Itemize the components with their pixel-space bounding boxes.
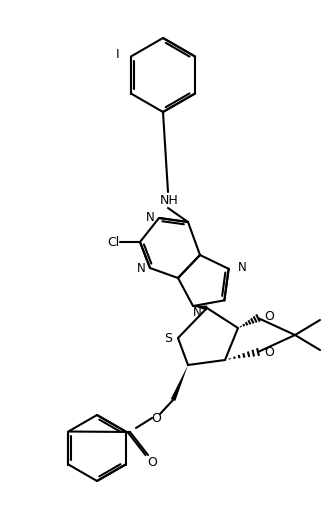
Text: N: N	[137, 263, 145, 275]
Text: O: O	[151, 412, 161, 424]
Text: N: N	[238, 261, 246, 274]
Polygon shape	[171, 365, 188, 401]
Polygon shape	[193, 306, 208, 310]
Text: N: N	[146, 210, 154, 224]
Text: Cl: Cl	[107, 235, 119, 248]
Text: O: O	[147, 456, 157, 469]
Text: O: O	[264, 310, 274, 323]
Text: NH: NH	[160, 194, 178, 206]
Text: N: N	[193, 306, 202, 318]
Text: O: O	[264, 346, 274, 359]
Text: I: I	[115, 48, 119, 61]
Text: S: S	[164, 333, 172, 345]
